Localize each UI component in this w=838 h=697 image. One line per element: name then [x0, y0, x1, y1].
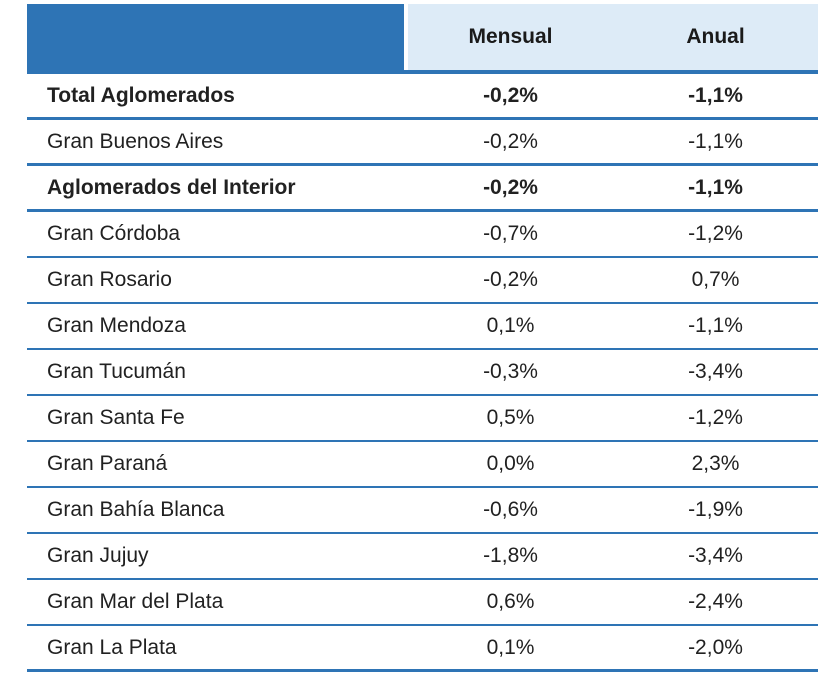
table-row-gran-mar-del-plata: Gran Mar del Plata 0,6% -2,4% [27, 580, 818, 626]
row-label: Gran Córdoba [47, 222, 181, 245]
anual-value: -1,9% [688, 498, 743, 521]
table-row-gran-rosario: Gran Rosario -0,2% 0,7% [27, 258, 818, 304]
mensual-value: 0,1% [486, 314, 535, 337]
mensual-value: -1,8% [483, 544, 538, 567]
mensual-value: -0,2% [483, 175, 538, 199]
anual-value: -2,4% [688, 590, 743, 613]
aglomerados-table: Mensual Anual Total Aglomerados -0,2% -1… [27, 4, 818, 672]
mensual-value: 0,1% [486, 635, 535, 659]
row-label: Gran Buenos Aires [47, 129, 224, 153]
row-label: Gran Mendoza [47, 314, 186, 337]
table-row-aglomerados-del-interior: Aglomerados del Interior -0,2% -1,1% [27, 166, 818, 212]
mensual-value: -0,3% [483, 360, 538, 383]
header-corner-cell [27, 4, 404, 70]
table-row-gran-cordoba: Gran Córdoba -0,7% -1,2% [27, 212, 818, 258]
anual-value: -3,4% [688, 544, 743, 567]
anual-value: 0,7% [691, 268, 740, 291]
row-label: Gran La Plata [47, 635, 177, 659]
row-label: Gran Rosario [47, 268, 172, 291]
mensual-value: -0,2% [483, 268, 538, 291]
anual-value: -1,1% [688, 314, 743, 337]
row-label: Gran Jujuy [47, 544, 149, 567]
row-label: Gran Mar del Plata [47, 590, 224, 613]
anual-value: -1,2% [688, 222, 743, 245]
anual-value: -2,0% [688, 635, 743, 659]
mensual-value: -0,2% [483, 129, 538, 153]
table-row-gran-la-plata: Gran La Plata 0,1% -2,0% [27, 626, 818, 672]
table-row-gran-bahia-blanca: Gran Bahía Blanca -0,6% -1,9% [27, 488, 818, 534]
row-label: Gran Paraná [47, 452, 168, 475]
anual-value: 2,3% [691, 452, 740, 475]
anual-value: -1,1% [688, 129, 743, 153]
mensual-value: 0,0% [486, 452, 535, 475]
table-row-gran-santa-fe: Gran Santa Fe 0,5% -1,2% [27, 396, 818, 442]
column-header-anual: Anual [686, 25, 745, 48]
anual-value: -1,2% [688, 406, 743, 429]
row-label: Total Aglomerados [47, 83, 235, 107]
anual-value: -3,4% [688, 360, 743, 383]
table-row-total-aglomerados: Total Aglomerados -0,2% -1,1% [27, 74, 818, 120]
table-row-gran-mendoza: Gran Mendoza 0,1% -1,1% [27, 304, 818, 350]
row-label: Gran Santa Fe [47, 406, 185, 429]
header-cells: Mensual Anual [404, 4, 818, 70]
table-row-gran-buenos-aires: Gran Buenos Aires -0,2% -1,1% [27, 120, 818, 166]
table-row-gran-tucuman: Gran Tucumán -0,3% -3,4% [27, 350, 818, 396]
row-label: Aglomerados del Interior [47, 175, 296, 199]
row-label: Gran Bahía Blanca [47, 498, 225, 521]
row-label: Gran Tucumán [47, 360, 186, 383]
table-row-gran-jujuy: Gran Jujuy -1,8% -3,4% [27, 534, 818, 580]
anual-value: -1,1% [688, 83, 743, 107]
table-header-row: Mensual Anual [27, 4, 818, 74]
mensual-value: -0,2% [483, 83, 538, 107]
mensual-value: 0,5% [486, 406, 535, 429]
anual-value: -1,1% [688, 175, 743, 199]
mensual-value: -0,7% [483, 222, 538, 245]
mensual-value: 0,6% [486, 590, 535, 613]
column-header-mensual: Mensual [468, 25, 553, 48]
table-row-gran-parana: Gran Paraná 0,0% 2,3% [27, 442, 818, 488]
mensual-value: -0,6% [483, 498, 538, 521]
